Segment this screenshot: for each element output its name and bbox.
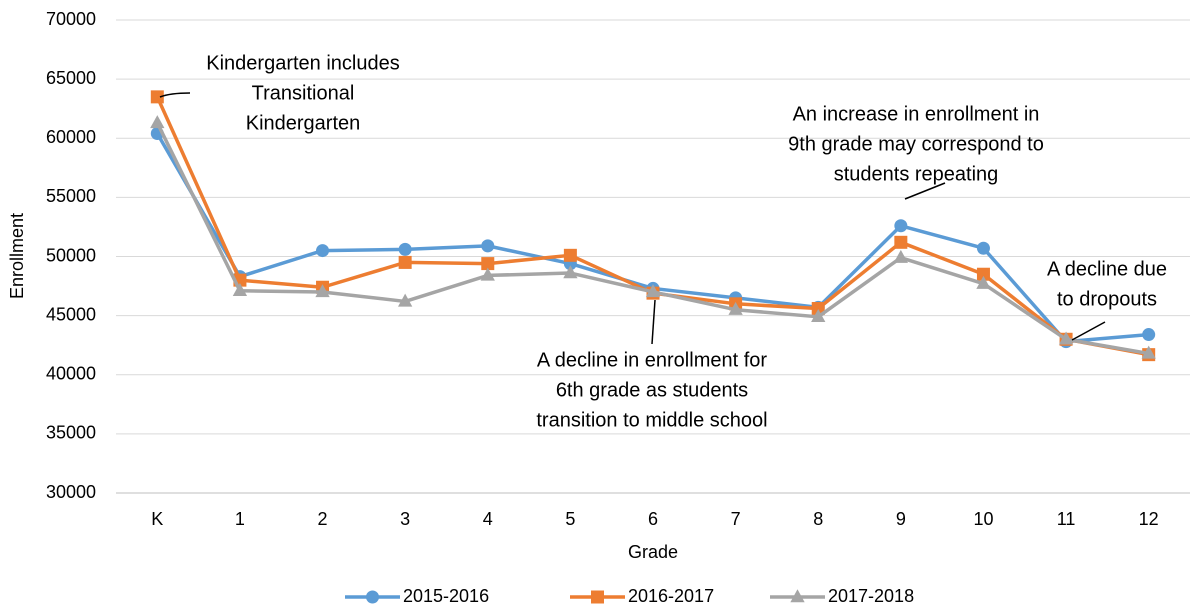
- series: [150, 127, 1156, 349]
- x-tick-label: 6: [648, 509, 658, 529]
- legend-label: 2017-2018: [828, 586, 914, 606]
- x-tick-label: 7: [731, 509, 741, 529]
- marker: [894, 219, 908, 233]
- x-tick-label: 10: [973, 509, 993, 529]
- marker: [480, 267, 495, 281]
- annotation-leader: [651, 299, 656, 345]
- annotation-text: A decline in enrollment for: [537, 349, 767, 371]
- x-tick-label: 12: [1139, 509, 1159, 529]
- annotation-text: An increase in enrollment in: [793, 103, 1040, 125]
- marker: [894, 235, 908, 249]
- x-tick-label: 9: [896, 509, 906, 529]
- marker: [1141, 345, 1156, 359]
- y-axis-title: Enrollment: [7, 213, 27, 299]
- y-tick-label: 50000: [46, 245, 96, 265]
- marker: [398, 242, 412, 256]
- marker: [645, 284, 661, 298]
- marker: [481, 239, 495, 253]
- marker: [398, 293, 413, 307]
- x-tick-label: 3: [400, 509, 410, 529]
- annotation-leader: [159, 92, 191, 98]
- x-tick-label: K: [151, 509, 163, 529]
- series-line: [155, 132, 1149, 344]
- marker: [893, 249, 908, 263]
- x-tick-label: 11: [1057, 509, 1076, 529]
- annotation-text: Transitional: [252, 82, 355, 104]
- x-tick-label: 8: [813, 509, 823, 529]
- legend-label: 2016-2017: [628, 586, 714, 606]
- marker: [811, 302, 825, 316]
- marker: [150, 115, 165, 129]
- annotation-text: students repeating: [834, 163, 999, 185]
- marker: [150, 90, 164, 104]
- marker: [976, 275, 991, 289]
- marker: [563, 248, 577, 262]
- legend-item: 2016-2017: [570, 586, 714, 606]
- marker: [1142, 328, 1156, 342]
- annotation-text: 9th grade may correspond to: [788, 133, 1044, 155]
- annotation-text: transition to middle school: [536, 409, 767, 431]
- annotation-text: 6th grade as students: [556, 379, 748, 401]
- x-tick-label: 1: [235, 509, 245, 529]
- y-tick-label: 35000: [46, 423, 96, 443]
- annotation-text: to dropouts: [1057, 288, 1157, 310]
- marker: [481, 257, 495, 271]
- y-tick-label: 30000: [46, 482, 96, 502]
- marker: [811, 309, 826, 323]
- marker: [315, 284, 330, 298]
- legend-label: 2015-2016: [403, 586, 489, 606]
- y-tick-label: 60000: [46, 127, 96, 147]
- marker: [591, 590, 604, 604]
- x-tick-label: 4: [483, 509, 493, 529]
- marker: [1058, 331, 1074, 345]
- annotation-leader: [904, 182, 946, 200]
- legend-item: 2017-2018: [770, 586, 914, 606]
- marker: [563, 265, 578, 279]
- y-tick-label: 40000: [46, 364, 96, 384]
- y-tick-label: 45000: [46, 304, 96, 324]
- annotation-text: Kindergarten includes: [206, 52, 399, 74]
- series: [150, 115, 1156, 359]
- marker: [728, 301, 743, 315]
- x-tick-label: 2: [318, 509, 328, 529]
- x-tick-label: 5: [565, 509, 575, 529]
- marker: [790, 589, 805, 603]
- y-tick-label: 55000: [46, 186, 96, 206]
- legend-item: 2015-2016: [345, 586, 489, 606]
- y-tick-label: 65000: [46, 68, 96, 88]
- marker: [366, 590, 379, 604]
- marker: [232, 282, 248, 296]
- x-axis-title: Grade: [628, 542, 678, 562]
- annotation-text: Kindergarten: [246, 112, 361, 134]
- marker: [316, 244, 330, 258]
- marker: [398, 255, 412, 269]
- annotation-leader: [1071, 321, 1106, 341]
- y-tick-label: 70000: [46, 9, 96, 29]
- annotation-text: A decline due: [1047, 258, 1167, 280]
- marker: [976, 241, 990, 255]
- marker: [976, 267, 990, 281]
